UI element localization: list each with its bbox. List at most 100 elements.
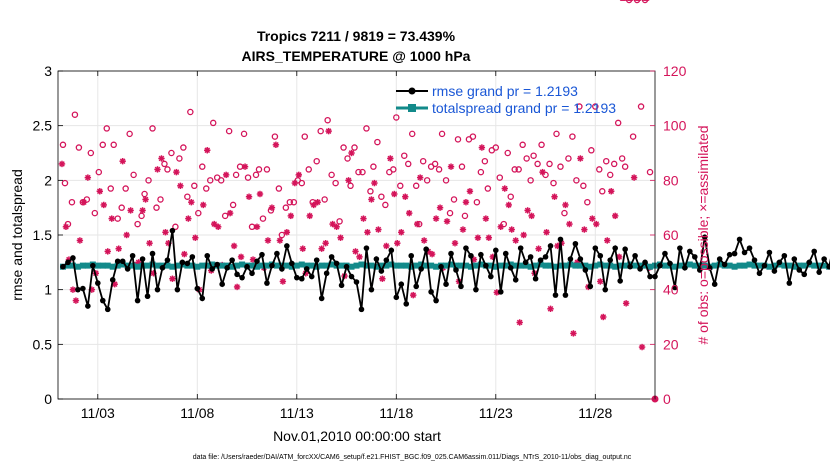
obs-possible-point <box>435 166 443 173</box>
totalspread-point <box>726 262 733 269</box>
obs-possible-point <box>550 179 557 187</box>
totalspread-point <box>229 263 236 270</box>
obs-assimilated-point <box>352 248 359 255</box>
rmse-point <box>418 266 424 272</box>
asterisk-stroke <box>528 213 535 219</box>
obs-assimilated-point <box>268 204 276 211</box>
rmse-point <box>542 254 549 260</box>
obs-assimilated-point <box>345 177 352 184</box>
obs-possible-point <box>641 0 649 4</box>
totalspread-point <box>746 261 753 268</box>
rmse-point <box>776 259 783 266</box>
totalspread-point <box>816 262 823 269</box>
obs-possible-point <box>71 111 79 118</box>
obs-possible-point <box>637 103 645 110</box>
obs-possible-point <box>252 171 260 179</box>
obs-assimilated-point <box>337 234 344 241</box>
rmse-point <box>592 245 599 251</box>
obs-possible-point <box>336 218 343 225</box>
obs-possible-point <box>138 212 145 220</box>
asterisk-stroke <box>104 248 111 255</box>
rmse-point <box>433 297 439 304</box>
asterisk-stroke <box>269 204 275 211</box>
asterisk-stroke <box>127 207 134 214</box>
asterisk-stroke <box>318 245 325 252</box>
rmse-point <box>537 257 544 263</box>
obs-assimilated-point <box>356 253 363 261</box>
obs-assimilated-point <box>447 163 455 170</box>
totalspread-point <box>751 262 758 269</box>
obs-assimilated-point <box>333 223 340 230</box>
obs-assimilated-point <box>622 300 630 307</box>
asterisk-stroke <box>337 234 344 241</box>
rmse-point <box>174 286 181 293</box>
obs-possible-point <box>496 174 504 181</box>
rmse-point <box>289 260 295 267</box>
rmse-point <box>114 258 121 265</box>
asterisk-stroke <box>273 141 279 148</box>
asterisk-stroke <box>475 234 481 241</box>
asterisk-stroke <box>277 237 283 244</box>
obs-possible-point <box>423 177 431 184</box>
axis-ticks: 11/03 11/08 11/13 11/18 11/23 11/28 0 0.5 1 1.5 2 2… <box>33 63 687 421</box>
totalspread-point <box>642 262 649 269</box>
totalspread-point <box>154 262 161 269</box>
rmse-point <box>90 262 96 269</box>
rmse-point <box>617 278 623 284</box>
asterisk-stroke <box>169 275 176 282</box>
totalspread-point <box>249 262 256 269</box>
obs-assimilated-point <box>115 245 122 252</box>
rmse-point <box>488 273 494 280</box>
asterisk-stroke <box>227 210 233 216</box>
rmse-point <box>816 269 822 275</box>
asterisk-stroke <box>593 221 600 227</box>
asterisk-stroke <box>310 202 317 208</box>
obs-possible-point <box>91 209 99 217</box>
asterisk-stroke <box>394 240 401 247</box>
obs-assimilated-point <box>451 240 459 247</box>
legend-rmse-label: rmse grand pr = 1.2193 <box>432 83 578 99</box>
obs-possible-point <box>412 182 420 190</box>
rmse-point <box>274 250 280 257</box>
rmse-point <box>413 283 420 290</box>
totalspread-point <box>791 263 798 270</box>
asterisk-stroke <box>154 166 161 173</box>
rmse-point <box>696 267 703 273</box>
totalspread-point <box>189 262 196 269</box>
asterisk-stroke <box>631 174 637 181</box>
asterisk-stroke <box>570 330 577 337</box>
totalspread-point <box>731 263 738 270</box>
y2-tick-label: 0 <box>663 391 671 407</box>
rmse-point <box>751 257 758 263</box>
rmse-point <box>811 248 817 255</box>
rmse-point <box>706 265 713 271</box>
rmse-point <box>95 280 101 286</box>
obs-possible-point <box>240 130 248 138</box>
asterisk-stroke <box>345 177 352 184</box>
rmse-point <box>572 240 579 247</box>
totalspread-point <box>786 262 793 269</box>
totalspread-point <box>413 262 420 269</box>
obs-assimilated-point <box>612 212 619 220</box>
obs-assimilated-point <box>520 231 527 239</box>
obs-assimilated-point <box>589 215 596 222</box>
obs-possible-point <box>199 163 206 170</box>
asterisk-stroke <box>59 161 65 167</box>
obs-possible-point <box>599 188 606 195</box>
rmse-point <box>398 281 405 288</box>
obs-assimilated-point <box>188 199 195 206</box>
asterisk-stroke <box>185 215 192 222</box>
rmse-point <box>264 280 270 286</box>
rmse-point <box>438 263 444 270</box>
obs-assimilated-point <box>123 231 130 239</box>
asterisk-stroke <box>448 163 454 170</box>
obs-possible-point <box>286 198 294 206</box>
rmse-point <box>627 263 633 270</box>
obs-possible-point <box>390 166 397 173</box>
obs-assimilated-point <box>348 149 355 157</box>
obs-assimilated-point <box>329 220 336 228</box>
totalspread-point <box>821 262 828 269</box>
totalspread-point <box>597 261 604 268</box>
asterisk-stroke <box>254 223 260 230</box>
y-tick-label: 1 <box>44 282 52 298</box>
